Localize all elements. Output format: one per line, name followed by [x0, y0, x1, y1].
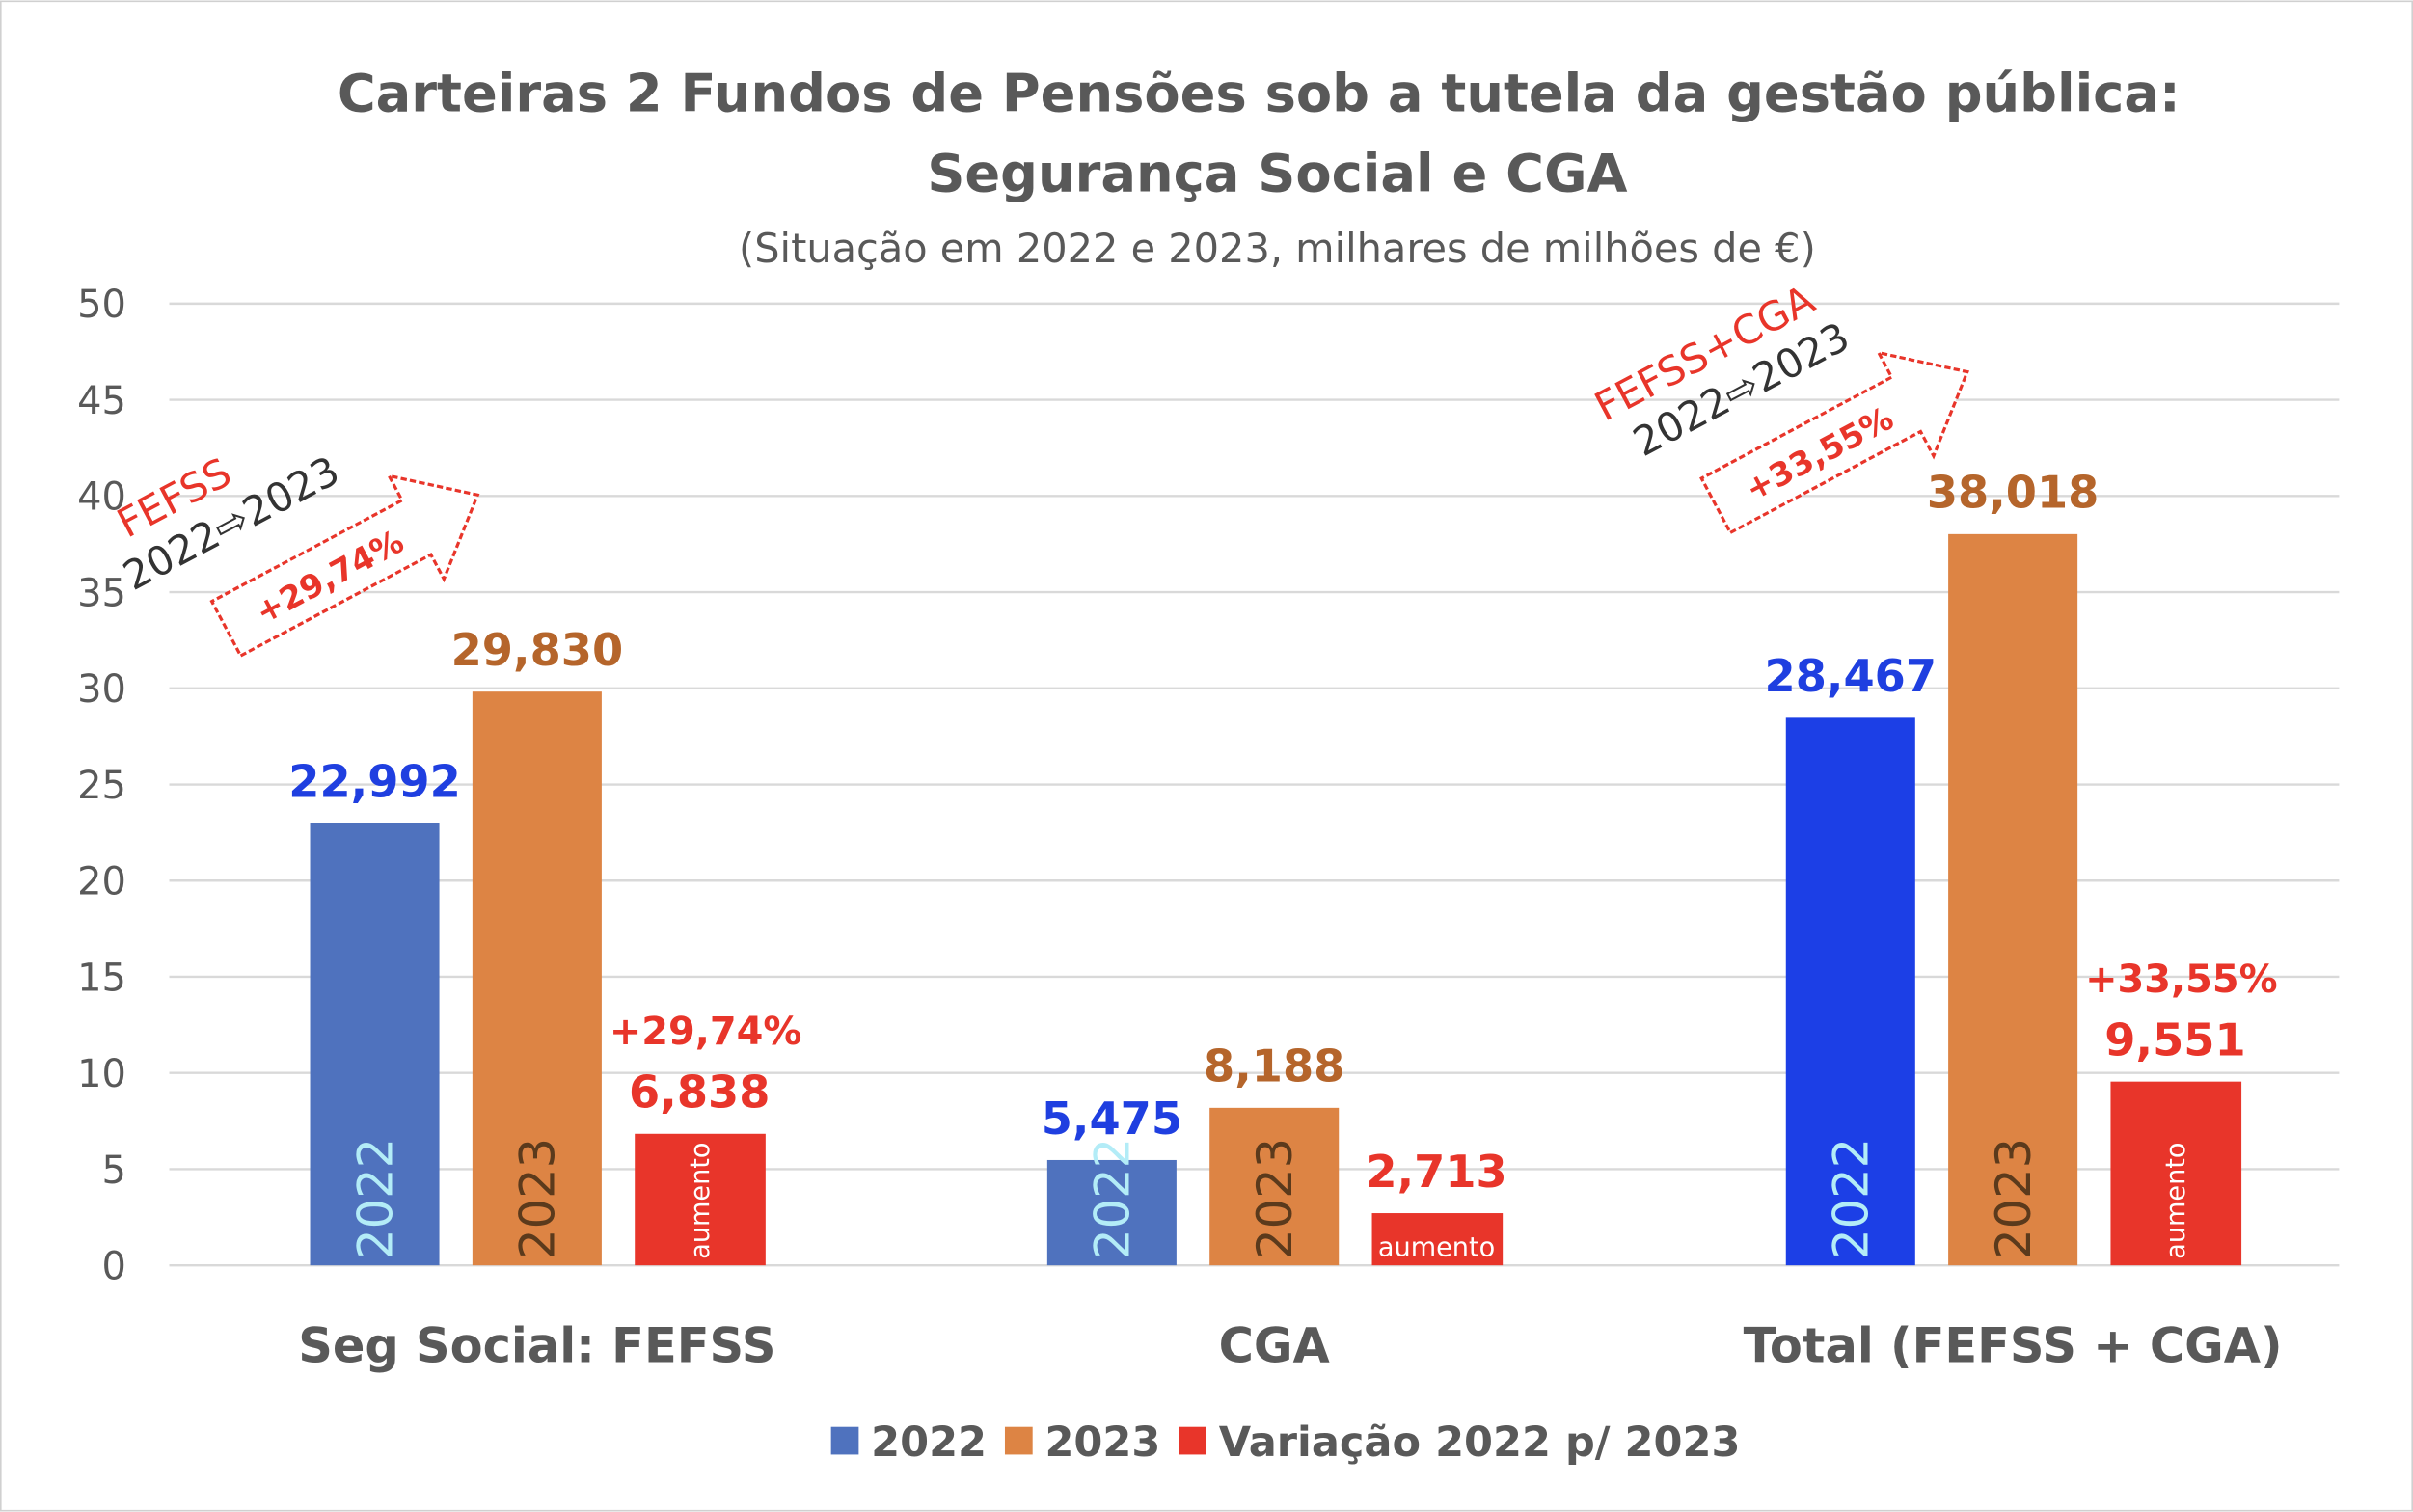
y-tick-label: 50 [77, 283, 126, 327]
arrow-icon [1699, 350, 1970, 535]
percent-label: +33,55% [2085, 958, 2278, 1002]
data-label: 28,467 [1765, 650, 1938, 702]
legend-label: 2023 [1044, 1418, 1160, 1467]
data-label: 9,551 [2104, 1014, 2245, 1066]
chart-subtitle: (Situação em 2022 e 2023, milhares de mi… [739, 225, 1816, 272]
chart-title: Carteiras 2 Fundos de Pensões sob a tute… [338, 63, 2181, 123]
y-tick-label: 45 [77, 379, 126, 423]
bar-varia-o-2022-p-2023 [1371, 1213, 1504, 1266]
bar-2023 [1948, 533, 2078, 1266]
y-tick-label: 40 [77, 475, 126, 520]
data-label: 29,830 [451, 624, 624, 676]
bar-inner-label: aumento [2161, 1143, 2191, 1259]
bar-inner-label: aumento [686, 1143, 716, 1259]
data-label: 38,018 [1927, 467, 2100, 519]
y-tick-label: 20 [77, 860, 126, 904]
x-category-label: Total (FEFSS + CGA) [1744, 1318, 2283, 1374]
chart-title-line2: Segurança Social e CGA [927, 143, 1627, 203]
legend-swatch [830, 1426, 859, 1455]
bar-inner-label: 2022 [1824, 1138, 1880, 1259]
data-label: 5,475 [1042, 1093, 1182, 1145]
y-tick-label: 5 [101, 1148, 125, 1193]
bar-varia-o-2022-p-2023 [635, 1133, 766, 1266]
y-tick-label: 35 [77, 571, 126, 615]
bar-2023 [472, 691, 602, 1266]
data-label: 22,992 [288, 755, 461, 807]
bar-2022 [310, 823, 440, 1266]
bar-2022 [1785, 717, 1915, 1266]
data-label: 2,713 [1366, 1146, 1506, 1198]
legend-label: Variação 2022 p/ 2023 [1219, 1418, 1741, 1467]
bar-2023 [1209, 1107, 1340, 1266]
bar-inner-label: 2023 [1247, 1138, 1303, 1259]
bar-varia-o-2022-p-2023 [2110, 1081, 2242, 1266]
y-tick-label: 0 [101, 1245, 125, 1289]
bar-inner-label: 2023 [510, 1138, 566, 1259]
y-tick-label: 10 [77, 1052, 126, 1096]
bar-2022 [1046, 1159, 1177, 1266]
bar-inner-label: 2022 [1085, 1138, 1141, 1259]
bar-inner-label: 2022 [347, 1138, 403, 1259]
y-tick-label: 15 [77, 956, 126, 1000]
legend-swatch [1004, 1426, 1033, 1455]
legend-swatch [1179, 1426, 1206, 1455]
bar-inner-label: 2023 [1986, 1138, 2042, 1259]
legend: 2022 2023 Variação 2022 p/ 2023 [830, 1418, 1741, 1467]
x-category-label: Seg Social: FEFSS [298, 1318, 775, 1374]
y-tick-label: 25 [77, 764, 126, 808]
bar-inner-label: aumento [1378, 1233, 1495, 1263]
data-label: 6,838 [629, 1066, 770, 1119]
y-tick-label: 30 [77, 667, 126, 712]
legend-label: 2022 [871, 1418, 987, 1467]
data-label: 8,188 [1204, 1040, 1344, 1093]
x-category-label: CGA [1219, 1318, 1331, 1374]
arrow-icon [209, 473, 480, 659]
percent-label: +29,74% [610, 1010, 801, 1054]
bars: Seg Social: FEFSS 22,992 2022 29,830 2023 6,8… [288, 467, 2282, 1374]
